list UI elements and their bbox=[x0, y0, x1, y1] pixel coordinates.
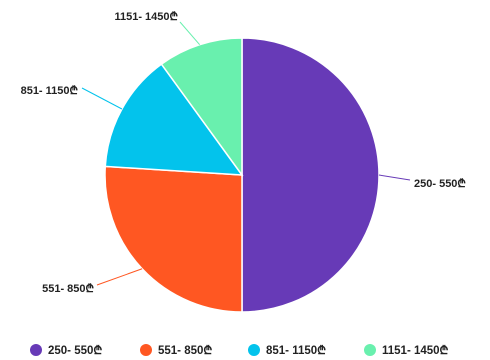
slice-label-250-550: 250- 550₾ bbox=[414, 178, 466, 190]
pie-slice-851-1150[interactable] bbox=[104, 63, 244, 176]
legend-swatch-551-850 bbox=[140, 344, 152, 356]
legend-swatch-250-550 bbox=[30, 344, 42, 356]
pie-slice-1151-1450[interactable] bbox=[160, 37, 243, 178]
pie-labels: 250- 550₾ 551- 850₾ 851- 1150₾ 1151- 1450₾ bbox=[21, 11, 467, 295]
legend-swatch-1151-1450 bbox=[364, 344, 376, 356]
legend-item-851-1150[interactable]: 851- 1150₾ bbox=[248, 344, 326, 357]
legend-item-1151-1450[interactable]: 1151- 1450₾ bbox=[364, 344, 449, 357]
legend-label-250-550: 250- 550₾ bbox=[48, 344, 102, 357]
legend: 250- 550₾ 551- 850₾ 851- 1150₾ 1151- 1450₾ bbox=[30, 344, 449, 357]
leader-line-551-850 bbox=[96, 268, 143, 286]
pie-leader-lines bbox=[81, 21, 411, 286]
legend-label-551-850: 551- 850₾ bbox=[158, 344, 212, 357]
pie-slice-551-850[interactable] bbox=[104, 165, 243, 313]
slice-label-851-1150: 851- 1150₾ bbox=[21, 85, 79, 97]
pie-slice-250-550[interactable] bbox=[241, 37, 380, 313]
leader-line-250-550 bbox=[378, 174, 411, 181]
leader-line-851-1150 bbox=[81, 87, 123, 110]
legend-label-1151-1450: 1151- 1450₾ bbox=[382, 344, 449, 357]
leader-line-1151-1450 bbox=[179, 21, 201, 46]
legend-label-851-1150: 851- 1150₾ bbox=[266, 344, 326, 357]
pie-slices bbox=[104, 37, 380, 313]
legend-item-250-550[interactable]: 250- 550₾ bbox=[30, 344, 102, 357]
slice-label-551-850: 551- 850₾ bbox=[42, 283, 94, 295]
slice-label-1151-1450: 1151- 1450₾ bbox=[114, 11, 178, 23]
legend-item-551-850[interactable]: 551- 850₾ bbox=[140, 344, 212, 357]
legend-swatch-851-1150 bbox=[248, 344, 260, 356]
